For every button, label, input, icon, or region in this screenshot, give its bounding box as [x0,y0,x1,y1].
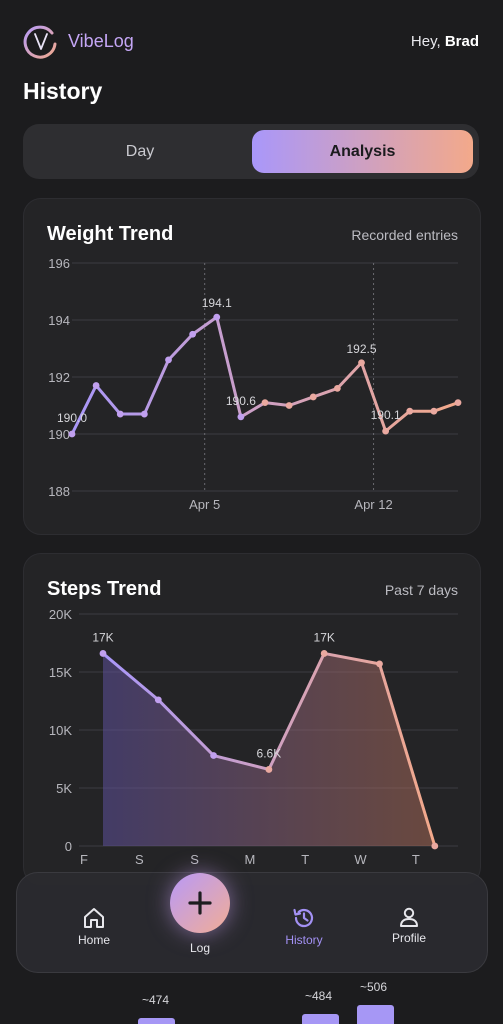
x-tick-label: T [412,852,420,867]
y-tick-label: 188 [48,484,70,499]
weight-card-title: Weight Trend [47,223,174,245]
bottom-nav: Home Log History Profile [16,872,488,973]
y-tick-label: 10K [49,723,72,738]
weight-trend-card: 188 190 192 194 196 Apr 5 Apr 12 190.0 194.1 190.… [23,198,481,535]
steps-card-title: Steps Trend [47,578,162,600]
weight-card-subtitle: Recorded entries [351,227,458,243]
y-tick-label: 194 [48,313,70,328]
history-icon [293,908,314,928]
x-tick-label: Apr 12 [354,497,392,512]
x-tick-label: S [135,852,144,867]
steps-data-point [376,660,383,668]
weight-trend-chart: 188 190 192 194 196 Apr 5 Apr 12 190.0 194.1 190.… [48,256,462,512]
x-tick-label: F [80,852,88,867]
view-segmented-control: Day Analysis [23,124,479,179]
nav-home[interactable]: Home [59,905,129,947]
log-button[interactable] [170,873,230,933]
steps-point-label: 6.6K [257,746,282,760]
weight-data-point [454,399,462,407]
steps-point-label: 17K [314,630,335,644]
app-header: VibeLog Hey, Brad [0,0,503,80]
steps-card-subtitle: Past 7 days [384,582,458,598]
y-tick-label: 192 [48,370,70,385]
partial-bar [357,1005,394,1024]
plus-icon [188,891,212,915]
nav-history-label: History [285,933,323,947]
steps-area-fill [103,653,435,846]
partial-bar-chart: ~474 ~484 ~506 [0,960,503,1024]
weight-data-point [382,427,390,435]
x-tick-label: S [190,852,199,867]
tab-analysis[interactable]: Analysis [252,130,473,173]
profile-icon [400,907,418,927]
partial-bar-label: ~506 [360,980,388,994]
y-tick-label: 190 [48,427,70,442]
y-tick-label: 0 [65,839,72,854]
weight-data-point [116,410,124,418]
nav-profile[interactable]: Profile [374,905,444,945]
weight-data-point [92,382,100,389]
weight-point-label: 190.6 [226,394,256,408]
steps-data-point [99,650,107,657]
nav-home-label: Home [77,933,110,947]
tab-day[interactable]: Day [125,142,155,160]
steps-data-point [154,696,162,704]
x-tick-label: Apr 5 [189,497,220,512]
weight-data-point [358,359,365,367]
page-title: History [23,78,103,104]
nav-history[interactable]: History [269,905,339,947]
weight-data-point [140,410,148,418]
partial-bar [302,1014,339,1024]
y-tick-label: 196 [48,256,70,271]
weight-point-label: 190.0 [57,411,87,425]
vibelog-logo-icon [23,25,57,59]
steps-trend-card: 0 5K 10K 15K 20K F S S M T W T 17K 6.6K 17K Steps Tren… [23,553,481,885]
weight-data-point [261,399,269,407]
x-tick-label: T [301,852,309,867]
weight-data-point [333,385,341,392]
partial-bar-label: ~484 [305,989,333,1003]
steps-data-point [210,752,218,759]
steps-trend-chart: 0 5K 10K 15K 20K F S S M T W T 17K 6.6K 17K [49,607,458,867]
y-tick-label: 20K [49,607,72,622]
app-name: VibeLog [68,31,134,51]
nav-log-label[interactable]: Log [189,941,211,955]
greeting-text: Hey, [410,33,441,50]
y-tick-label: 5K [56,781,72,796]
weight-point-label: 194.1 [202,296,232,310]
home-icon [84,908,104,928]
x-tick-label: W [354,852,367,867]
steps-data-point [265,766,273,773]
weight-data-point [68,430,76,438]
user-name: Brad [444,33,479,50]
steps-data-point [320,650,328,657]
weight-data-point [430,407,438,415]
weight-data-point [309,393,317,401]
steps-data-point [431,842,439,850]
steps-point-label: 17K [92,630,113,644]
partial-bar [138,1018,175,1024]
user-greeting: Hey, Brad [411,33,479,50]
weight-data-point [165,356,172,364]
weight-point-label: 190.1 [371,408,401,422]
x-tick-label: M [244,852,255,867]
y-tick-label: 15K [49,665,72,680]
weight-data-point [213,313,221,321]
partial-bar-label: ~474 [142,993,170,1007]
weight-data-point [189,330,197,338]
weight-data-point [406,407,414,415]
weight-data-point [237,413,245,421]
weight-data-point [285,402,293,409]
nav-profile-label: Profile [391,931,426,945]
weight-point-label: 192.5 [346,342,376,356]
